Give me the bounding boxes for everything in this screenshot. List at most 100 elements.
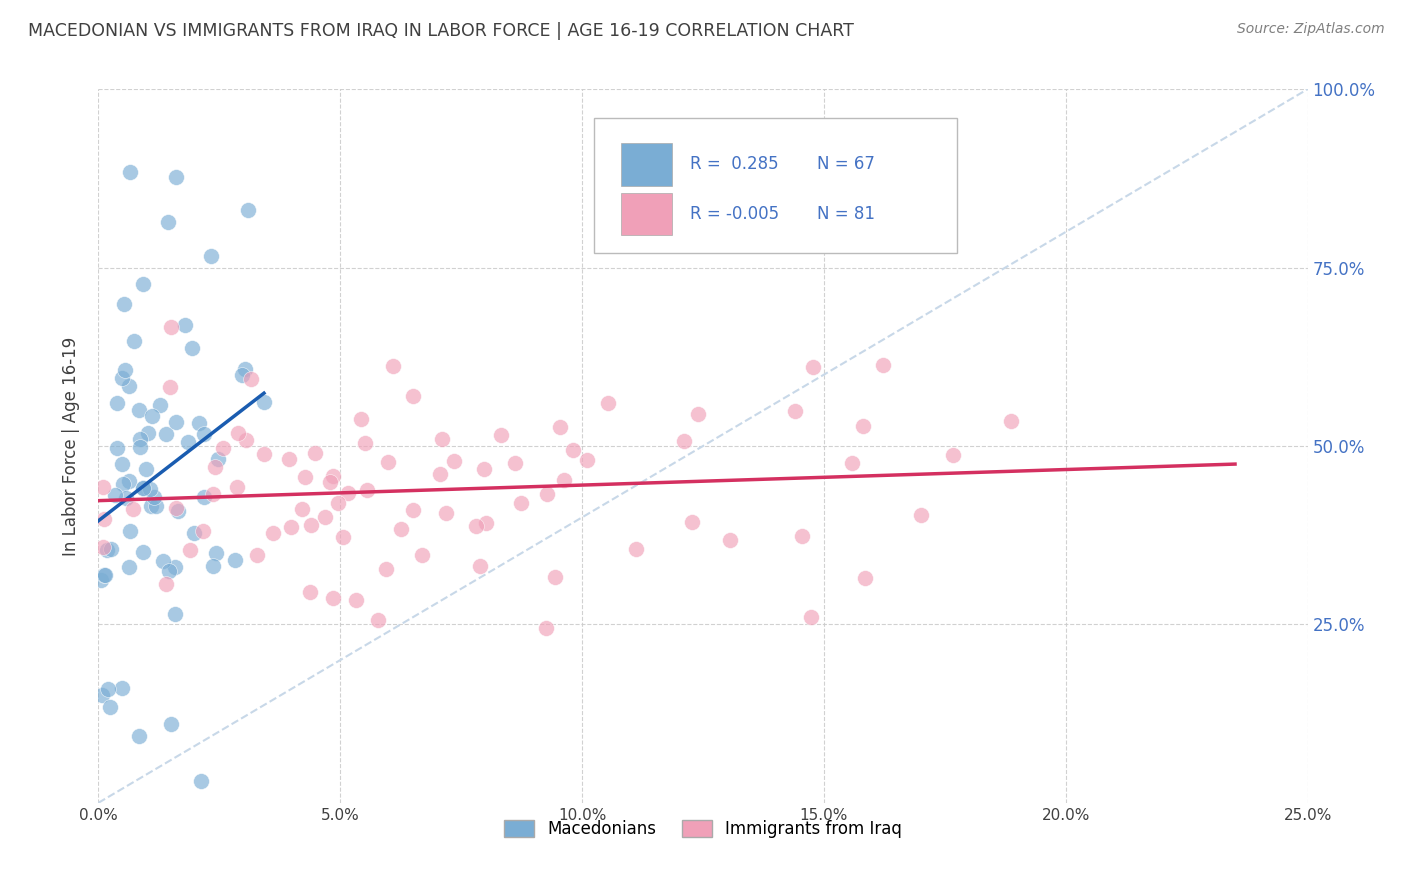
Point	[118, 474, 141, 488]
Point	[319, 475, 342, 490]
Point	[129, 432, 152, 446]
Point	[872, 358, 894, 372]
Point	[145, 499, 167, 513]
Point	[128, 403, 150, 417]
Point	[672, 434, 695, 449]
Point	[853, 571, 876, 585]
Point	[138, 425, 160, 440]
Point	[202, 558, 225, 573]
Point	[174, 318, 197, 332]
Point	[851, 418, 873, 433]
Y-axis label: In Labor Force | Age 16-19: In Labor Force | Age 16-19	[62, 336, 80, 556]
Point	[128, 440, 150, 454]
FancyBboxPatch shape	[621, 193, 672, 235]
Point	[183, 526, 205, 541]
Point	[381, 359, 404, 374]
Point	[131, 481, 153, 495]
Point	[204, 460, 226, 475]
Point	[411, 548, 433, 562]
Point	[93, 512, 115, 526]
Point	[401, 389, 423, 403]
Point	[143, 490, 166, 504]
Point	[110, 681, 132, 695]
Point	[98, 700, 121, 714]
Point	[181, 341, 204, 355]
Point	[553, 473, 575, 487]
Point	[688, 407, 710, 421]
Point	[179, 543, 201, 558]
Text: MACEDONIAN VS IMMIGRANTS FROM IRAQ IN LABOR FORCE | AGE 16-19 CORRELATION CHART: MACEDONIAN VS IMMIGRANTS FROM IRAQ IN LA…	[28, 22, 853, 40]
Point	[118, 379, 141, 393]
Point	[205, 546, 228, 560]
Point	[155, 427, 177, 442]
Point	[681, 515, 703, 529]
Point	[322, 591, 344, 606]
Point	[598, 396, 620, 410]
Point	[326, 495, 349, 509]
Point	[377, 455, 399, 469]
Point	[910, 508, 932, 523]
Point	[510, 496, 533, 510]
Point	[132, 481, 155, 495]
Point	[337, 485, 360, 500]
Point	[544, 570, 567, 584]
Point	[262, 525, 284, 540]
Point	[90, 573, 112, 587]
Text: Source: ZipAtlas.com: Source: ZipAtlas.com	[1237, 22, 1385, 37]
Point	[626, 542, 648, 557]
Point	[159, 320, 181, 334]
Point	[100, 542, 122, 557]
Point	[112, 297, 135, 311]
Point	[434, 506, 457, 520]
Point	[141, 409, 163, 423]
Point	[430, 432, 453, 446]
Point	[253, 395, 276, 409]
Text: N = 67: N = 67	[817, 155, 875, 173]
Point	[90, 688, 112, 702]
Point	[128, 729, 150, 743]
Point	[332, 530, 354, 544]
Point	[190, 774, 212, 789]
Legend: Macedonians, Immigrants from Iraq: Macedonians, Immigrants from Iraq	[498, 813, 908, 845]
Point	[135, 462, 157, 476]
Point	[225, 480, 247, 494]
Point	[314, 509, 336, 524]
Point	[152, 554, 174, 568]
Point	[115, 491, 138, 505]
Point	[389, 523, 412, 537]
Point	[139, 482, 162, 496]
Point	[942, 448, 965, 462]
Point	[165, 170, 187, 185]
Point	[561, 442, 583, 457]
Point	[1000, 414, 1022, 428]
Point	[177, 435, 200, 450]
Point	[443, 454, 465, 468]
Point	[207, 451, 229, 466]
Point	[132, 277, 155, 291]
Point	[165, 415, 187, 429]
Point	[236, 203, 259, 218]
Point	[93, 567, 115, 582]
Point	[350, 411, 373, 425]
Point	[298, 584, 321, 599]
Point	[375, 562, 398, 576]
Text: N = 81: N = 81	[817, 205, 875, 223]
Point	[117, 559, 139, 574]
Point	[224, 553, 246, 567]
Point	[122, 334, 145, 348]
Point	[464, 519, 486, 533]
Point	[536, 487, 558, 501]
Point	[96, 543, 118, 558]
Point	[474, 461, 496, 475]
Point	[159, 379, 181, 393]
Point	[239, 372, 262, 386]
Point	[550, 420, 572, 434]
Point	[118, 165, 141, 179]
Text: R = -0.005: R = -0.005	[690, 205, 779, 223]
Point	[575, 452, 598, 467]
Point	[228, 425, 250, 440]
Point	[800, 610, 823, 624]
Point	[163, 560, 186, 574]
Point	[280, 519, 302, 533]
Point	[294, 470, 316, 484]
